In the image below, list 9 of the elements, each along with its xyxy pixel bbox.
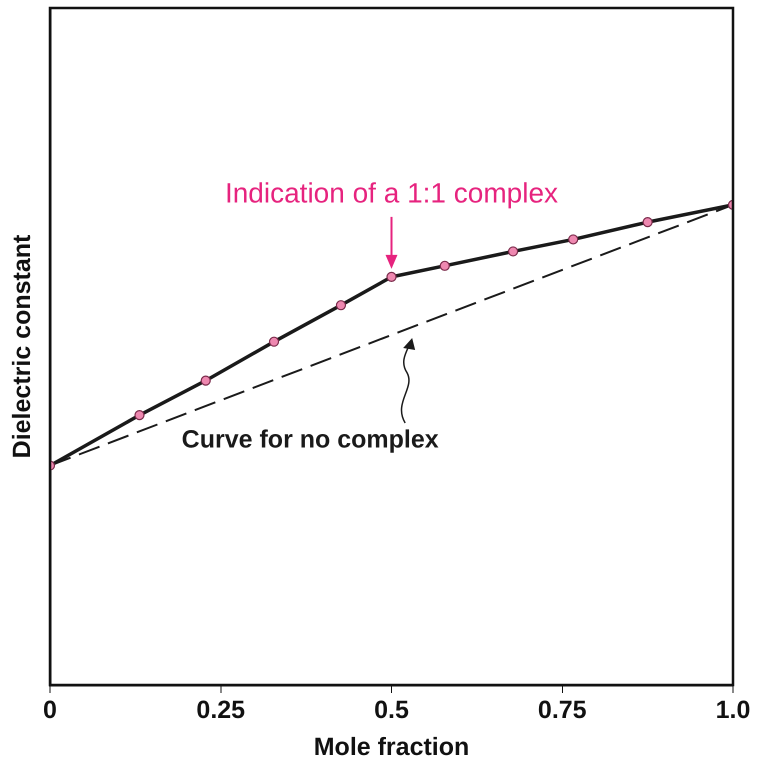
annotation: Indication of a 1:1 complex [224,178,558,209]
x-tick-label: 0.5 [374,696,409,724]
x-tick-label: 0.75 [538,696,587,724]
y-axis-title: Dielectric constant [8,234,36,458]
x-tick-label: 1.0 [716,696,750,724]
x-tick-label: 0.25 [196,696,246,724]
x-tick-label: 0 [43,696,57,724]
annotation: Curve for no complex [182,425,439,454]
x-axis-title: Mole fraction [314,732,470,761]
